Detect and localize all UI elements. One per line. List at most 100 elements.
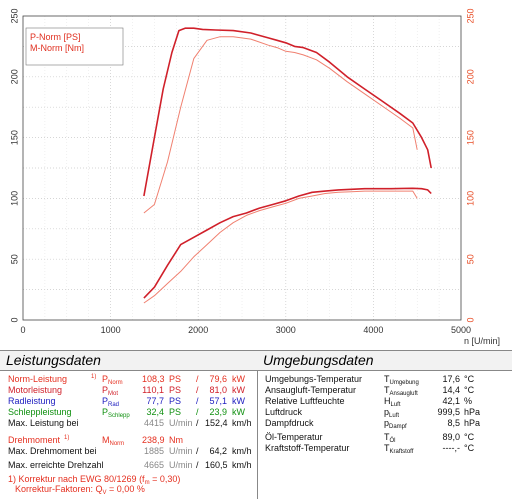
umgebungsdaten-row: Luftdruck pLuft 999,5 hPa	[257, 407, 512, 419]
umgebungsdaten-row: Kraftstoff-Temperatur TKraftstoff ----,- °C	[257, 443, 512, 455]
y-tick-label-left: 100	[9, 191, 19, 206]
row-separator: /	[196, 396, 199, 406]
row-unit-1: Nm	[169, 435, 183, 445]
row-value-2: 57,1	[209, 396, 227, 406]
row-separator: /	[196, 460, 199, 470]
y-tick-label-right: 100	[465, 191, 475, 206]
umgebungsdaten-title: Umgebungsdaten	[257, 351, 512, 371]
legend-entry: M-Norm [Nm]	[30, 43, 84, 53]
leistungsdaten-row: Max. Drehmoment bei 1885 U/min/ 64,2 km/h	[0, 446, 257, 457]
row-footnote-mark: 1)	[64, 435, 70, 441]
row-label: Luftdruck	[265, 407, 303, 417]
row-label: Ansaugluft-Temperatur	[265, 385, 357, 395]
leistungsdaten-row: Radleistung PRad 77,7 PS / 57,1 kW	[0, 396, 257, 408]
row-label: Max. erreichte Drehzahl	[8, 460, 104, 470]
y-tick-label-left: 0	[9, 317, 19, 322]
leistungsdaten-row: Norm-Leistung 1) PNorm 108,3 PS / 79,6 kW	[0, 374, 257, 386]
row-symbol: PRad	[102, 396, 120, 408]
series-line	[143, 187, 432, 299]
x-tick-label: 2000	[188, 325, 208, 335]
row-value: 42,1	[442, 396, 460, 406]
row-value-1: 1885	[143, 446, 164, 456]
row-value: ----,-	[442, 443, 461, 453]
row-unit: °C	[464, 432, 475, 442]
row-symbol-subscript: Schlepp	[108, 413, 130, 419]
row-symbol-subscript: Norm	[109, 441, 125, 447]
row-label: Relative Luftfeuchte	[265, 396, 345, 406]
footnote-factors: Korrektur-Faktoren: QV = 0,00 %	[0, 484, 257, 496]
row-unit-2: km/h	[232, 446, 252, 456]
row-unit-2: kW	[232, 407, 245, 417]
row-unit-2: kW	[232, 385, 245, 395]
row-symbol-subscript: Umgebung	[389, 380, 419, 386]
row-symbol: HLuft	[384, 396, 401, 408]
series-line	[143, 27, 432, 197]
leistungsdaten-row: Drehmoment 1) MNorm 238,9 Nm	[0, 435, 257, 447]
row-symbol: pDampf	[384, 418, 407, 430]
y-tick-label-left: 150	[9, 130, 19, 145]
row-separator: /	[196, 407, 199, 417]
row-symbol: PMot	[102, 385, 119, 397]
row-symbol-subscript: Luft	[390, 402, 401, 408]
y-tick-label-right: 0	[465, 317, 475, 322]
umgebungsdaten-row: Dampfdruck pDampf 8,5 hPa	[257, 418, 512, 430]
y-tick-label-right: 150	[465, 130, 475, 145]
row-unit-1: PS	[169, 374, 182, 384]
y-tick-label-left: 200	[9, 69, 19, 84]
footnote-factors-text: Korrektur-Faktoren: QV = 0,00 %	[15, 484, 145, 496]
row-value: 17,6	[442, 374, 460, 384]
row-unit-2: km/h	[232, 460, 252, 470]
row-value-1: 110,1	[142, 385, 164, 395]
row-label: Umgebungs-Temperatur	[265, 374, 363, 384]
row-symbol-subscript: Dampf	[389, 424, 407, 430]
legend-entry: P-Norm [PS]	[30, 32, 81, 42]
row-unit-1: PS	[169, 385, 182, 395]
row-value-1: 32,4	[146, 407, 164, 417]
x-tick-label: 5000	[451, 325, 471, 335]
row-unit-2: kW	[232, 396, 245, 406]
row-unit: hPa	[464, 418, 481, 428]
row-value: 89,0	[442, 432, 460, 442]
row-label: Max. Drehmoment bei	[8, 446, 97, 456]
umgebungsdaten-row: Ansaugluft-Temperatur TAnsaugluft 14,4 °C	[257, 385, 512, 397]
row-value-2: 152,4	[205, 418, 228, 428]
row-value: 999,5	[437, 407, 460, 417]
row-label: Schleppleistung	[8, 407, 72, 417]
row-separator: /	[196, 418, 199, 428]
row-value-2: 64,2	[209, 446, 227, 456]
row-label: Radleistung	[8, 396, 56, 406]
leistungsdaten-title: Leistungsdaten	[0, 351, 257, 371]
leistungsdaten-row: Max. erreichte Drehzahl 4665 U/min/ 160,5 km…	[0, 460, 257, 471]
row-unit: %	[464, 396, 473, 406]
row-label: Öl-Temperatur	[265, 432, 323, 442]
row-symbol: pLuft	[384, 407, 400, 419]
row-value-2: 81,0	[209, 385, 227, 395]
row-symbol-subscript: Rad	[108, 402, 120, 408]
row-unit: °C	[464, 443, 475, 453]
row-label: Max. Leistung bei	[8, 418, 79, 428]
x-axis-label: n [U/min]	[464, 336, 500, 346]
x-tick-label: 4000	[363, 325, 383, 335]
row-symbol-subscript: Norm	[108, 380, 123, 386]
row-value: 8,5	[447, 418, 460, 428]
row-separator: /	[196, 374, 199, 384]
row-symbol-subscript: Mot	[108, 391, 119, 397]
plot-frame	[22, 15, 462, 321]
x-tick-label: 0	[20, 325, 25, 335]
y-tick-label-left: 50	[9, 254, 19, 264]
umgebungsdaten-row: Umgebungs-Temperatur TUmgebung 17,6 °C	[257, 374, 512, 386]
row-unit: °C	[464, 374, 475, 384]
row-label: Motorleistung	[8, 385, 63, 395]
row-value-1: 4665	[143, 460, 164, 470]
row-separator: /	[196, 446, 199, 456]
row-symbol: MNorm	[102, 435, 125, 447]
leistungsdaten-row: Schleppleistung PSchlepp 32,4 PS / 23,9 kW	[0, 407, 257, 419]
row-label: Kraftstoff-Temperatur	[265, 443, 350, 453]
row-symbol: TÖl	[384, 432, 396, 444]
row-symbol: TUmgebung	[384, 374, 419, 386]
row-symbol-subscript: Luft	[389, 413, 400, 419]
row-value-2: 79,6	[209, 374, 227, 384]
row-symbol: TKraftstoff	[384, 443, 414, 455]
footnote-correction-subscript: m	[144, 480, 150, 486]
y-tick-label-right: 200	[465, 69, 475, 84]
